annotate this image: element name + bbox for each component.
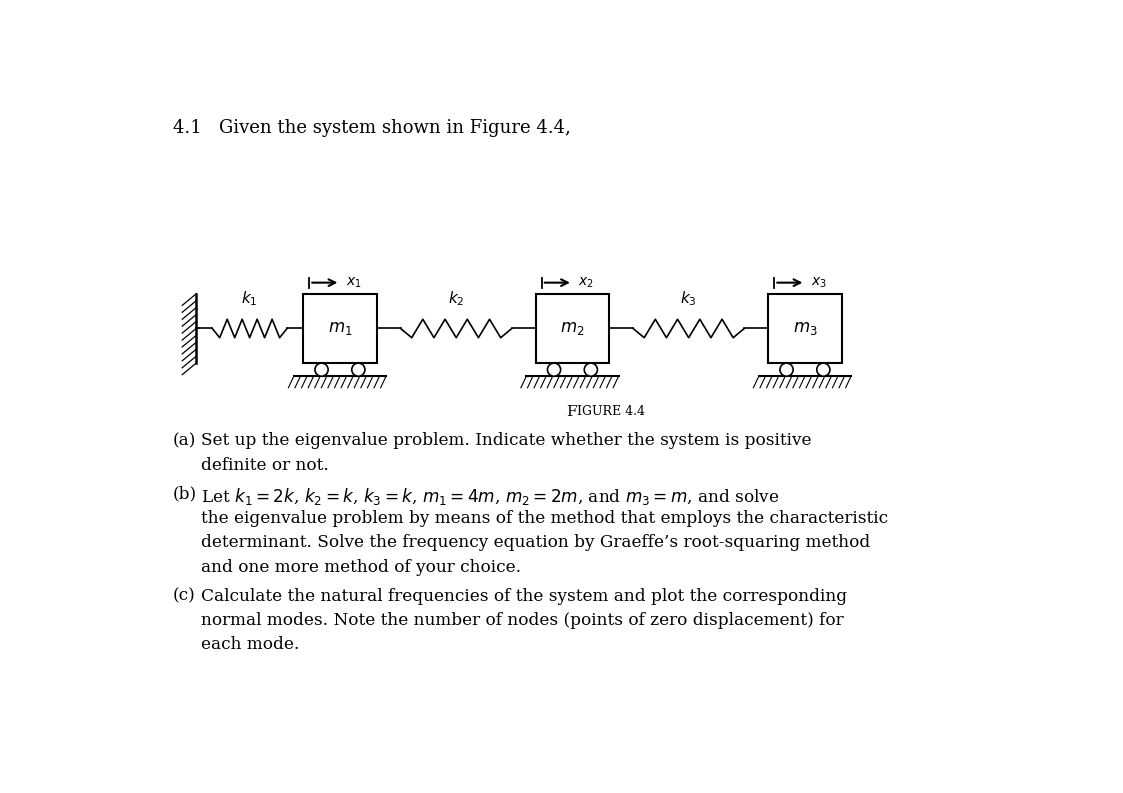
- Circle shape: [314, 363, 328, 376]
- Text: definite or not.: definite or not.: [201, 457, 329, 473]
- Text: normal modes. Note the number of nodes (points of zero displacement) for: normal modes. Note the number of nodes (…: [201, 612, 843, 629]
- Circle shape: [780, 363, 793, 376]
- Circle shape: [816, 363, 830, 376]
- Bar: [303, 294, 376, 363]
- Circle shape: [547, 363, 560, 376]
- Text: determinant. Solve the frequency equation by Graeffe’s root-squaring method: determinant. Solve the frequency equatio…: [201, 534, 870, 551]
- Text: $m_2$: $m_2$: [560, 320, 585, 337]
- Text: 4.1   Given the system shown in Figure 4.4,: 4.1 Given the system shown in Figure 4.4…: [173, 119, 570, 137]
- Text: (a): (a): [173, 432, 197, 450]
- Text: $m_3$: $m_3$: [793, 320, 818, 337]
- Text: each mode.: each mode.: [201, 636, 299, 653]
- Text: $k_2$: $k_2$: [448, 289, 465, 308]
- Circle shape: [584, 363, 597, 376]
- Text: $x_3$: $x_3$: [811, 275, 827, 290]
- Bar: [536, 294, 610, 363]
- Bar: [768, 294, 842, 363]
- Text: (b): (b): [173, 486, 197, 503]
- Text: Set up the eigenvalue problem. Indicate whether the system is positive: Set up the eigenvalue problem. Indicate …: [201, 432, 811, 450]
- Circle shape: [351, 363, 365, 376]
- Text: (c): (c): [173, 588, 195, 604]
- Text: $m_1$: $m_1$: [328, 320, 353, 337]
- Text: Let $k_1 = 2k$, $k_2 = k$, $k_3 = k$, $m_1 = 4m$, $m_2 = 2m$, and $m_3 = m$, and: Let $k_1 = 2k$, $k_2 = k$, $k_3 = k$, $m…: [201, 486, 779, 507]
- Text: the eigenvalue problem by means of the method that employs the characteristic: the eigenvalue problem by means of the m…: [201, 510, 888, 527]
- Text: F: F: [567, 405, 577, 419]
- Text: IGURE 4.4: IGURE 4.4: [577, 405, 645, 419]
- Text: $k_1$: $k_1$: [241, 289, 258, 308]
- Text: and one more method of your choice.: and one more method of your choice.: [201, 558, 521, 576]
- Text: $k_3$: $k_3$: [681, 289, 697, 308]
- Text: $x_1$: $x_1$: [346, 275, 362, 290]
- Text: $x_2$: $x_2$: [578, 275, 594, 290]
- Text: Calculate the natural frequencies of the system and plot the corresponding: Calculate the natural frequencies of the…: [201, 588, 847, 604]
